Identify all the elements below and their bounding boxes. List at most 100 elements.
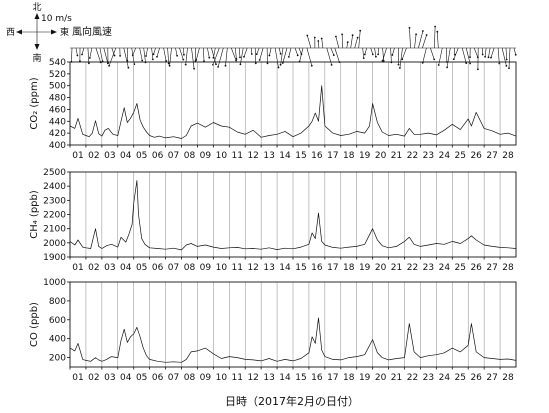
co2-y-tick-label: 420 <box>49 129 66 139</box>
wind-arrow-head <box>208 56 211 59</box>
co-x-tick-label: 01 <box>72 373 83 383</box>
wind-arrow-head <box>310 64 313 67</box>
co-x-tick-label: 22 <box>407 373 418 383</box>
wind-arrow-head <box>126 59 129 62</box>
wind-arrow <box>99 47 103 62</box>
wind-arrow-head <box>377 53 379 56</box>
wind-arrow <box>153 47 156 55</box>
wind-arrow <box>269 47 272 56</box>
wind-arrow <box>294 47 298 56</box>
co2-x-tick-label: 11 <box>232 151 243 161</box>
wind-arrow-head <box>254 62 257 65</box>
wind-arrow-head <box>183 53 185 56</box>
wind-arrow-head <box>341 33 343 36</box>
co2-series-line <box>69 85 517 139</box>
ch4-x-tick-label: 01 <box>72 263 83 273</box>
wind-arrow-head <box>317 40 320 42</box>
co2-x-tick-label: 13 <box>263 151 274 161</box>
wind-arrow <box>298 47 302 55</box>
wind-arrow <box>488 47 491 58</box>
co-x-tick-label: 26 <box>470 373 482 383</box>
co2-y-tick-label: 400 <box>49 141 66 151</box>
co-y-tick-label: 200 <box>49 354 66 364</box>
ch4-x-tick-label: 09 <box>200 263 212 273</box>
ch4-x-tick-label: 11 <box>232 263 243 273</box>
ch4-x-tick-label: 03 <box>104 263 115 273</box>
wind-arrow-head <box>469 56 471 59</box>
ch4-axis-label: CH₄ (ppb) <box>29 190 40 239</box>
co-x-tick-label: 08 <box>184 373 196 383</box>
wind-arrow <box>465 47 471 64</box>
wind-arrow-head <box>391 54 394 56</box>
compass-east-arrow-icon <box>51 29 57 35</box>
co-series-line <box>69 317 517 363</box>
wind-arrow-head <box>152 58 154 61</box>
co2-x-tick-label: 21 <box>391 151 402 161</box>
wind-arrow <box>191 47 195 69</box>
wind-arrow <box>235 47 237 60</box>
ch4-y-tick-label: 2300 <box>43 196 66 206</box>
wind-arrow <box>430 47 435 60</box>
wind-arrow <box>437 31 439 49</box>
wind-arrow <box>374 47 377 57</box>
wind-arrow-head <box>465 62 468 64</box>
wind-arrow <box>370 47 374 55</box>
co2-x-tick-label: 23 <box>423 151 434 161</box>
wind-arrow <box>175 47 178 56</box>
wind-arrow <box>392 47 395 56</box>
wind-arrow-head <box>469 62 471 65</box>
wind-arrow-head <box>81 53 83 56</box>
wind-arrow-head <box>266 62 269 65</box>
ch4-x-tick-label: 15 <box>295 263 306 273</box>
wind-arrow-head <box>152 53 155 56</box>
wind-arrow <box>111 47 115 56</box>
ch4-x-tick-label: 26 <box>470 263 482 273</box>
co-x-tick-label: 12 <box>247 373 258 383</box>
ch4-x-tick-label: 07 <box>168 263 179 273</box>
wind-arrow-head <box>113 54 116 57</box>
wind-arrow <box>318 40 320 49</box>
ch4-x-tick-label: 13 <box>263 263 274 273</box>
co2-y-tick-label: 480 <box>49 94 66 104</box>
wind-arrow <box>377 47 379 55</box>
co2-x-tick-label: 06 <box>152 151 164 161</box>
ch4-x-tick-label: 10 <box>216 263 228 273</box>
wind-arrow-head <box>167 62 170 65</box>
wind-arrow-head <box>346 41 349 43</box>
co-x-tick-label: 13 <box>263 373 274 383</box>
wind-arrow-head <box>505 58 508 61</box>
co-x-tick-label: 20 <box>375 373 387 383</box>
wind-arrow <box>288 47 292 57</box>
wind-arrow <box>217 47 224 67</box>
ch4-x-tick-label: 23 <box>423 263 434 273</box>
wind-arrow-head <box>371 53 374 56</box>
wind-arrow-head <box>408 27 411 29</box>
wind-arrow <box>123 47 129 68</box>
wind-arrow <box>401 47 407 60</box>
co-y-tick-label: 400 <box>49 335 66 345</box>
ch4-x-tick-label: 14 <box>279 263 291 273</box>
ch4-x-tick-label: 19 <box>359 263 371 273</box>
co2-x-tick-label: 25 <box>455 151 466 161</box>
wind-arrow <box>490 47 495 58</box>
wind-arrow <box>321 38 324 49</box>
wind-arrow-head <box>487 56 490 59</box>
wind-arrow-head <box>235 59 238 62</box>
ch4-x-tick-label: 25 <box>455 263 466 273</box>
compass-south-label: 南 <box>32 52 41 64</box>
wind-arrow-head <box>505 65 508 67</box>
wind-arrow <box>481 47 483 55</box>
compass-north-label: 北 <box>32 2 41 13</box>
wind-arrow-head <box>217 66 220 68</box>
wind-arrow <box>225 47 228 66</box>
wind-arrow <box>278 47 281 54</box>
co-y-tick-label: 800 <box>49 297 66 307</box>
wind-arrow <box>196 47 200 61</box>
wind-arrow <box>299 47 304 62</box>
ch4-x-tick-label: 06 <box>152 263 164 273</box>
co2-x-tick-label: 27 <box>486 151 497 161</box>
wind-arrow <box>156 47 160 57</box>
co-x-tick-label: 28 <box>502 373 514 383</box>
wind-arrow-head <box>268 54 271 57</box>
co-x-tick-label: 03 <box>104 373 115 383</box>
